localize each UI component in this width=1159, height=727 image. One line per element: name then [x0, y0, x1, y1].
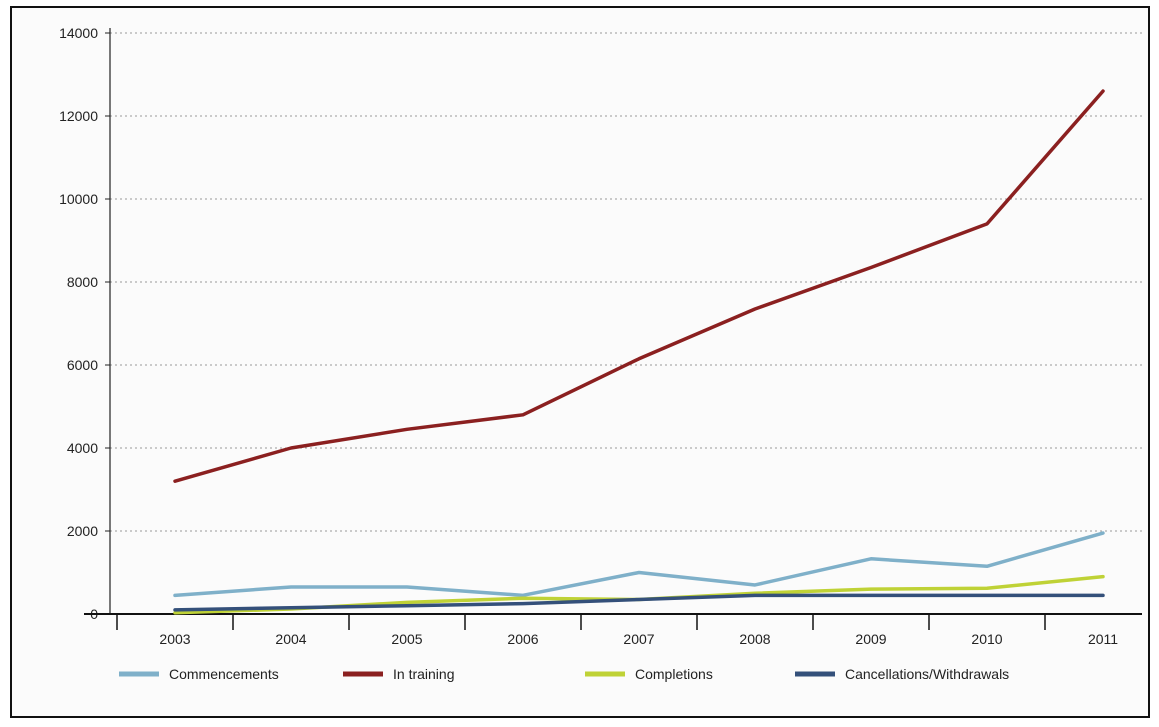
legend-item-completions: Completions [585, 666, 713, 682]
legend-item-in-training: In training [343, 666, 454, 682]
y-tick-label-10000: 10000 [59, 191, 98, 207]
x-tick-label-2003: 2003 [159, 631, 190, 647]
series-line-in-training [173, 89, 1105, 483]
y-axis: 02000400060008000100001200014000 [59, 25, 111, 622]
x-tick-label-2007: 2007 [623, 631, 654, 647]
x-tick-label-2008: 2008 [739, 631, 770, 647]
series-line-commencements [173, 531, 1105, 598]
legend: Commencements In training Completions Cance… [119, 666, 1009, 682]
x-tick-label-2005: 2005 [391, 631, 422, 647]
chart-frame: 02000400060008000100001200014000 2003200… [10, 6, 1150, 718]
y-tick-label-12000: 12000 [59, 108, 98, 124]
y-tick-label-6000: 6000 [67, 357, 98, 373]
x-tick-label-2010: 2010 [971, 631, 1002, 647]
line-chart: 02000400060008000100001200014000 2003200… [59, 25, 1142, 682]
y-tick-label-4000: 4000 [67, 440, 98, 456]
y-tick-label-8000: 8000 [67, 274, 98, 290]
legend-item-commencements: Commencements [119, 666, 279, 682]
x-tick-label-2009: 2009 [855, 631, 886, 647]
y-tick-label-2000: 2000 [67, 523, 98, 539]
x-tick-label-2011: 2011 [1088, 631, 1118, 647]
y-tick-label-14000: 14000 [59, 25, 98, 41]
legend-item-cancellations-withdrawals: Cancellations/Withdrawals [795, 666, 1009, 682]
x-tick-label-2004: 2004 [275, 631, 306, 647]
series-lines [173, 89, 1105, 615]
x-axis: 2003 2004 2005 2006 2007 2008 2009 2010 2011 [84, 613, 1142, 647]
x-tick-label-2006: 2006 [507, 631, 538, 647]
legend-label-cancellations-withdrawals: Cancellations/Withdrawals [845, 666, 1009, 682]
legend-label-commencements: Commencements [169, 666, 279, 682]
legend-label-in-training: In training [393, 666, 454, 682]
legend-label-completions: Completions [635, 666, 713, 682]
series-line-cancellations-withdrawals [173, 593, 1105, 612]
